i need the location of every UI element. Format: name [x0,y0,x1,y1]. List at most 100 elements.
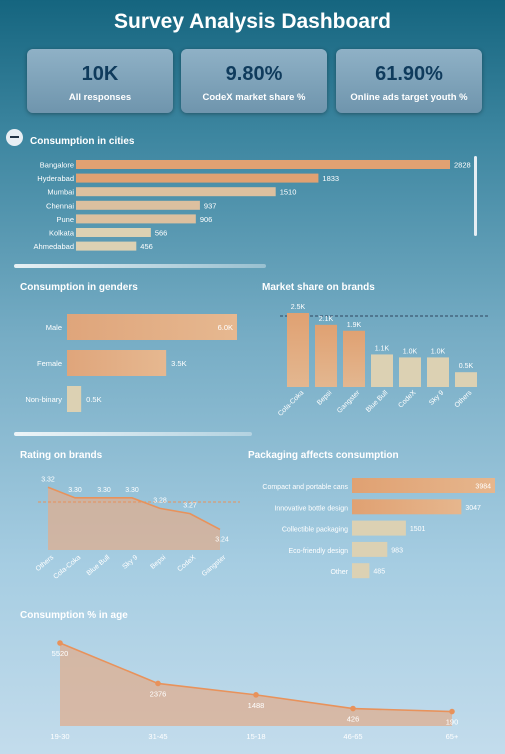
category-label: Pune [56,215,74,224]
data-label: 983 [391,547,403,554]
data-label: 3.32 [41,476,55,483]
category-label: Cola-Coka [52,554,82,581]
data-label: 3047 [465,505,481,512]
data-label: 0.5K [86,395,101,404]
bar [76,160,450,169]
kpi-card-responses: 10K All responses [27,49,173,113]
data-label: 937 [204,201,217,210]
bar [352,499,462,515]
category-label: Innovative bottle design [274,505,348,512]
bar [67,350,167,376]
area [48,487,220,550]
category-label: CodeX [176,554,197,573]
kpi-label: Online ads target youth % [350,92,468,103]
data-label: 906 [200,215,213,224]
data-label: 485 [373,569,385,576]
data-label: 3.28 [153,497,167,504]
section-title-genders: Consumption in genders [20,282,138,293]
bar [352,563,370,579]
category-label: Bepsi [149,554,167,571]
chart-cities: Bangalore 2828 Hyderabad 1833 Mumbai 1510 Chen… [34,156,477,251]
data-label: 1.9K [347,322,362,329]
category-label: Kolkata [49,229,75,238]
category-label: Other [330,569,348,576]
data-label: 1501 [410,526,426,533]
section-title-brands-share: Market share on brands [262,282,375,293]
data-label: 2376 [150,689,167,698]
category-label: 65+ [446,732,459,741]
category-label: Compact and portable cans [262,484,348,491]
data-label: 3.24 [215,536,229,543]
category-label: 19-30 [50,732,69,741]
data-label: 1833 [322,174,339,183]
kpi-value: 10K [81,63,119,85]
data-label: 3.30 [125,487,139,494]
category-label: Collectible packaging [282,527,348,534]
kpi-label: All responses [68,92,132,103]
collapse-icon[interactable] [6,129,23,146]
kpi-card-codex-share: 9.80% CodeX market share % [181,49,327,113]
data-label: 3.5K [171,359,186,368]
dashboard-title: Survey Analysis Dashboard [114,10,391,33]
bar [455,372,477,387]
category-label: Eco-friendly design [288,548,348,555]
section-title-age: Consumption % in age [20,610,128,621]
category-label: Others [35,554,56,573]
data-label: 426 [347,715,360,724]
kpi-label: CodeX market share % [202,92,306,103]
scrollbar [474,156,477,236]
data-label: 1510 [280,188,297,197]
section-title-cities: Consumption in cities [30,136,135,147]
bar [352,541,388,557]
bar [399,357,421,387]
chart-rating: 3.32 Others 3.30 Cola-Coka 3.30 Blue Bull 3.30… [35,476,240,581]
data-label: 566 [155,229,168,238]
category-label: Bangalore [40,161,74,170]
data-label: 3984 [475,484,491,491]
data-label: 1.1K [375,345,390,352]
category-label: Cola-Coka [277,389,305,417]
section-title-packaging: Packaging affects consumption [248,450,399,461]
bar [67,314,237,340]
category-label: Gangster [201,554,228,578]
section-divider [14,264,266,268]
data-label: 2.5K [291,304,306,311]
chart-packaging: Compact and portable cans 3984 Innovative … [262,478,495,579]
data-label: 2828 [454,161,471,170]
data-label: 2.1K [319,316,334,323]
data-label: 3.30 [68,487,82,494]
category-label: Non-binary [25,395,62,404]
data-label: 1.0K [431,348,446,355]
category-label: 15-18 [246,732,265,741]
data-label: 1488 [248,701,265,710]
series-line [47,486,221,531]
data-point [350,705,356,712]
bar [76,187,276,197]
category-label: CodeX [397,389,417,409]
category-label: Male [46,323,62,332]
category-label: 46-65 [343,732,362,741]
kpi-value: 9.80% [225,63,283,85]
data-label: 0.5K [459,363,474,370]
chart-age: 5520 19-30 2376 31-45 1488 15-18 426 46-65 190 65… [50,640,459,741]
data-point [253,692,259,698]
bar [76,228,151,237]
category-label: Female [37,359,62,368]
category-label: Mumbai [47,188,74,197]
bar [352,478,495,493]
bar [427,357,449,387]
bar [76,200,200,210]
category-label: 31-45 [148,732,167,741]
data-label: 6.0K [218,323,233,332]
data-label: 3.27 [183,503,197,510]
category-label: Ahmedabad [34,242,74,251]
bar [76,241,137,251]
kpi-card-online-ads: 61.90% Online ads target youth % [336,49,482,113]
data-label: 1.0K [403,348,418,355]
data-label: 190 [446,718,459,727]
category-label: Chennai [46,201,74,210]
data-point [57,640,63,646]
bar [67,386,82,412]
data-point [449,708,455,715]
data-label: 5520 [52,649,69,658]
